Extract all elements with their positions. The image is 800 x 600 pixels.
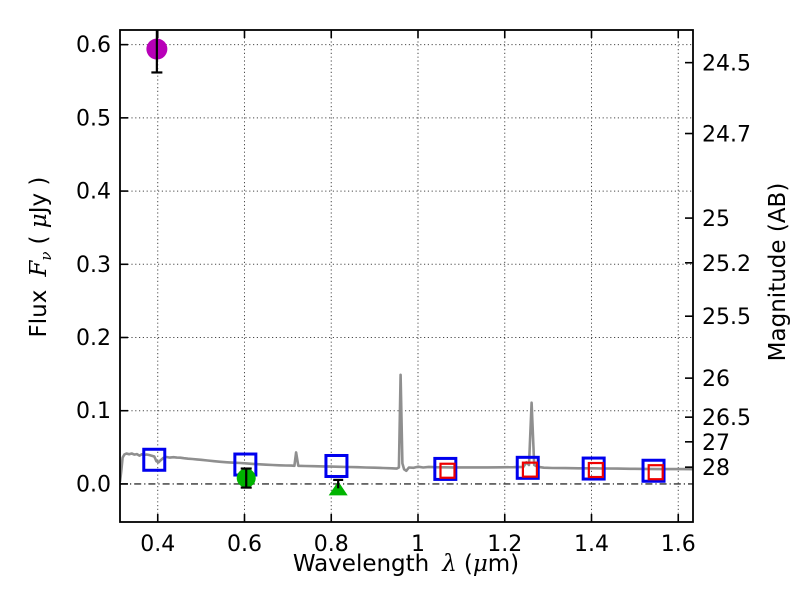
- marker-layer: [142, 38, 666, 496]
- ylabel-word: Flux: [26, 289, 52, 338]
- ylabel-unit-open: (: [26, 228, 52, 245]
- y-right-tick-label: 26: [702, 367, 730, 392]
- y-right-tick-label: 24.5: [702, 52, 751, 77]
- xlabel-word: Wavelength: [292, 551, 430, 577]
- grid: [120, 30, 693, 522]
- observed-photometry-squares-point: [647, 464, 664, 481]
- y-right-tick-label: 25: [702, 207, 730, 232]
- xlabel-unit-close: m): [487, 551, 520, 577]
- y-right-tick-label: 27: [702, 431, 730, 456]
- y-axis-right-label: Magnitude (AB): [765, 182, 791, 362]
- observed-photometry-squares-point: [521, 461, 539, 478]
- y-left-tick-label: 0.0: [76, 472, 111, 497]
- y-left-tick-label: 0.4: [76, 180, 111, 205]
- y-left-tick-label: 0.3: [76, 253, 111, 278]
- y-right-tick-label: 28: [702, 456, 730, 481]
- ylabel-unit-close: ): [26, 176, 52, 193]
- y-axis-left-label: Flux Fν ( μJy ): [26, 107, 55, 407]
- y-right-tick-label: 25.5: [702, 305, 751, 330]
- xlabel-mu-symbol: μ: [472, 551, 488, 577]
- y-right-tick-label: 26.5: [702, 406, 751, 431]
- x-tick-label: 0.8: [314, 532, 349, 557]
- model-photometry-squares-point: [142, 447, 167, 472]
- y-left-tick-label: 0.6: [76, 33, 111, 58]
- model-photometry-squares-point: [641, 458, 666, 483]
- xlabel-unit-open: (: [463, 551, 473, 577]
- observed-photometry-squares-point: [439, 462, 456, 479]
- x-tick-label: 1.4: [574, 532, 609, 557]
- x-axis-label: Wavelength λ (μm): [206, 551, 606, 577]
- tick-labels: 0.4 0.6 0.8 1 1.2 1.4 1.6 0.0 0.1 0.2 0.3 0.4 0.5 0.6…: [76, 33, 751, 557]
- model-photometry-squares-point: [581, 456, 606, 481]
- model-photometry-squares-point: [433, 456, 458, 481]
- xlabel-lambda-symbol: λ: [442, 551, 457, 577]
- ylabel-nu-subscript: ν: [37, 251, 55, 261]
- x-tick-label: 1.2: [487, 532, 522, 557]
- x-tick-label: 1.6: [661, 532, 696, 557]
- tick-marks: [120, 30, 693, 522]
- x-tick-label: 0.6: [227, 532, 262, 557]
- y-left-tick-label: 0.1: [76, 399, 111, 424]
- errorbar-layer: [151, 30, 344, 489]
- plot-frame: [119, 29, 694, 523]
- model-photometry-squares-point: [515, 455, 540, 480]
- y-right-tick-label: 24.7: [702, 123, 751, 148]
- ylabel-mu-symbol: μ: [26, 213, 52, 229]
- x-tick-label: 1: [411, 532, 425, 557]
- model-spectrum-line: [120, 373, 693, 482]
- spectrum-layer: [120, 373, 693, 482]
- ylabel-F-symbol: F: [26, 260, 52, 277]
- model-photometry-squares-point: [324, 453, 349, 478]
- x-tick-label: 0.4: [140, 532, 175, 557]
- y-left-tick-label: 0.2: [76, 326, 111, 351]
- ylabel-unit: Jy: [26, 192, 52, 214]
- y-right-tick-label: 25.2: [702, 252, 751, 277]
- observed-photometry-squares-point: [587, 461, 604, 479]
- y-left-tick-label: 0.5: [76, 106, 111, 131]
